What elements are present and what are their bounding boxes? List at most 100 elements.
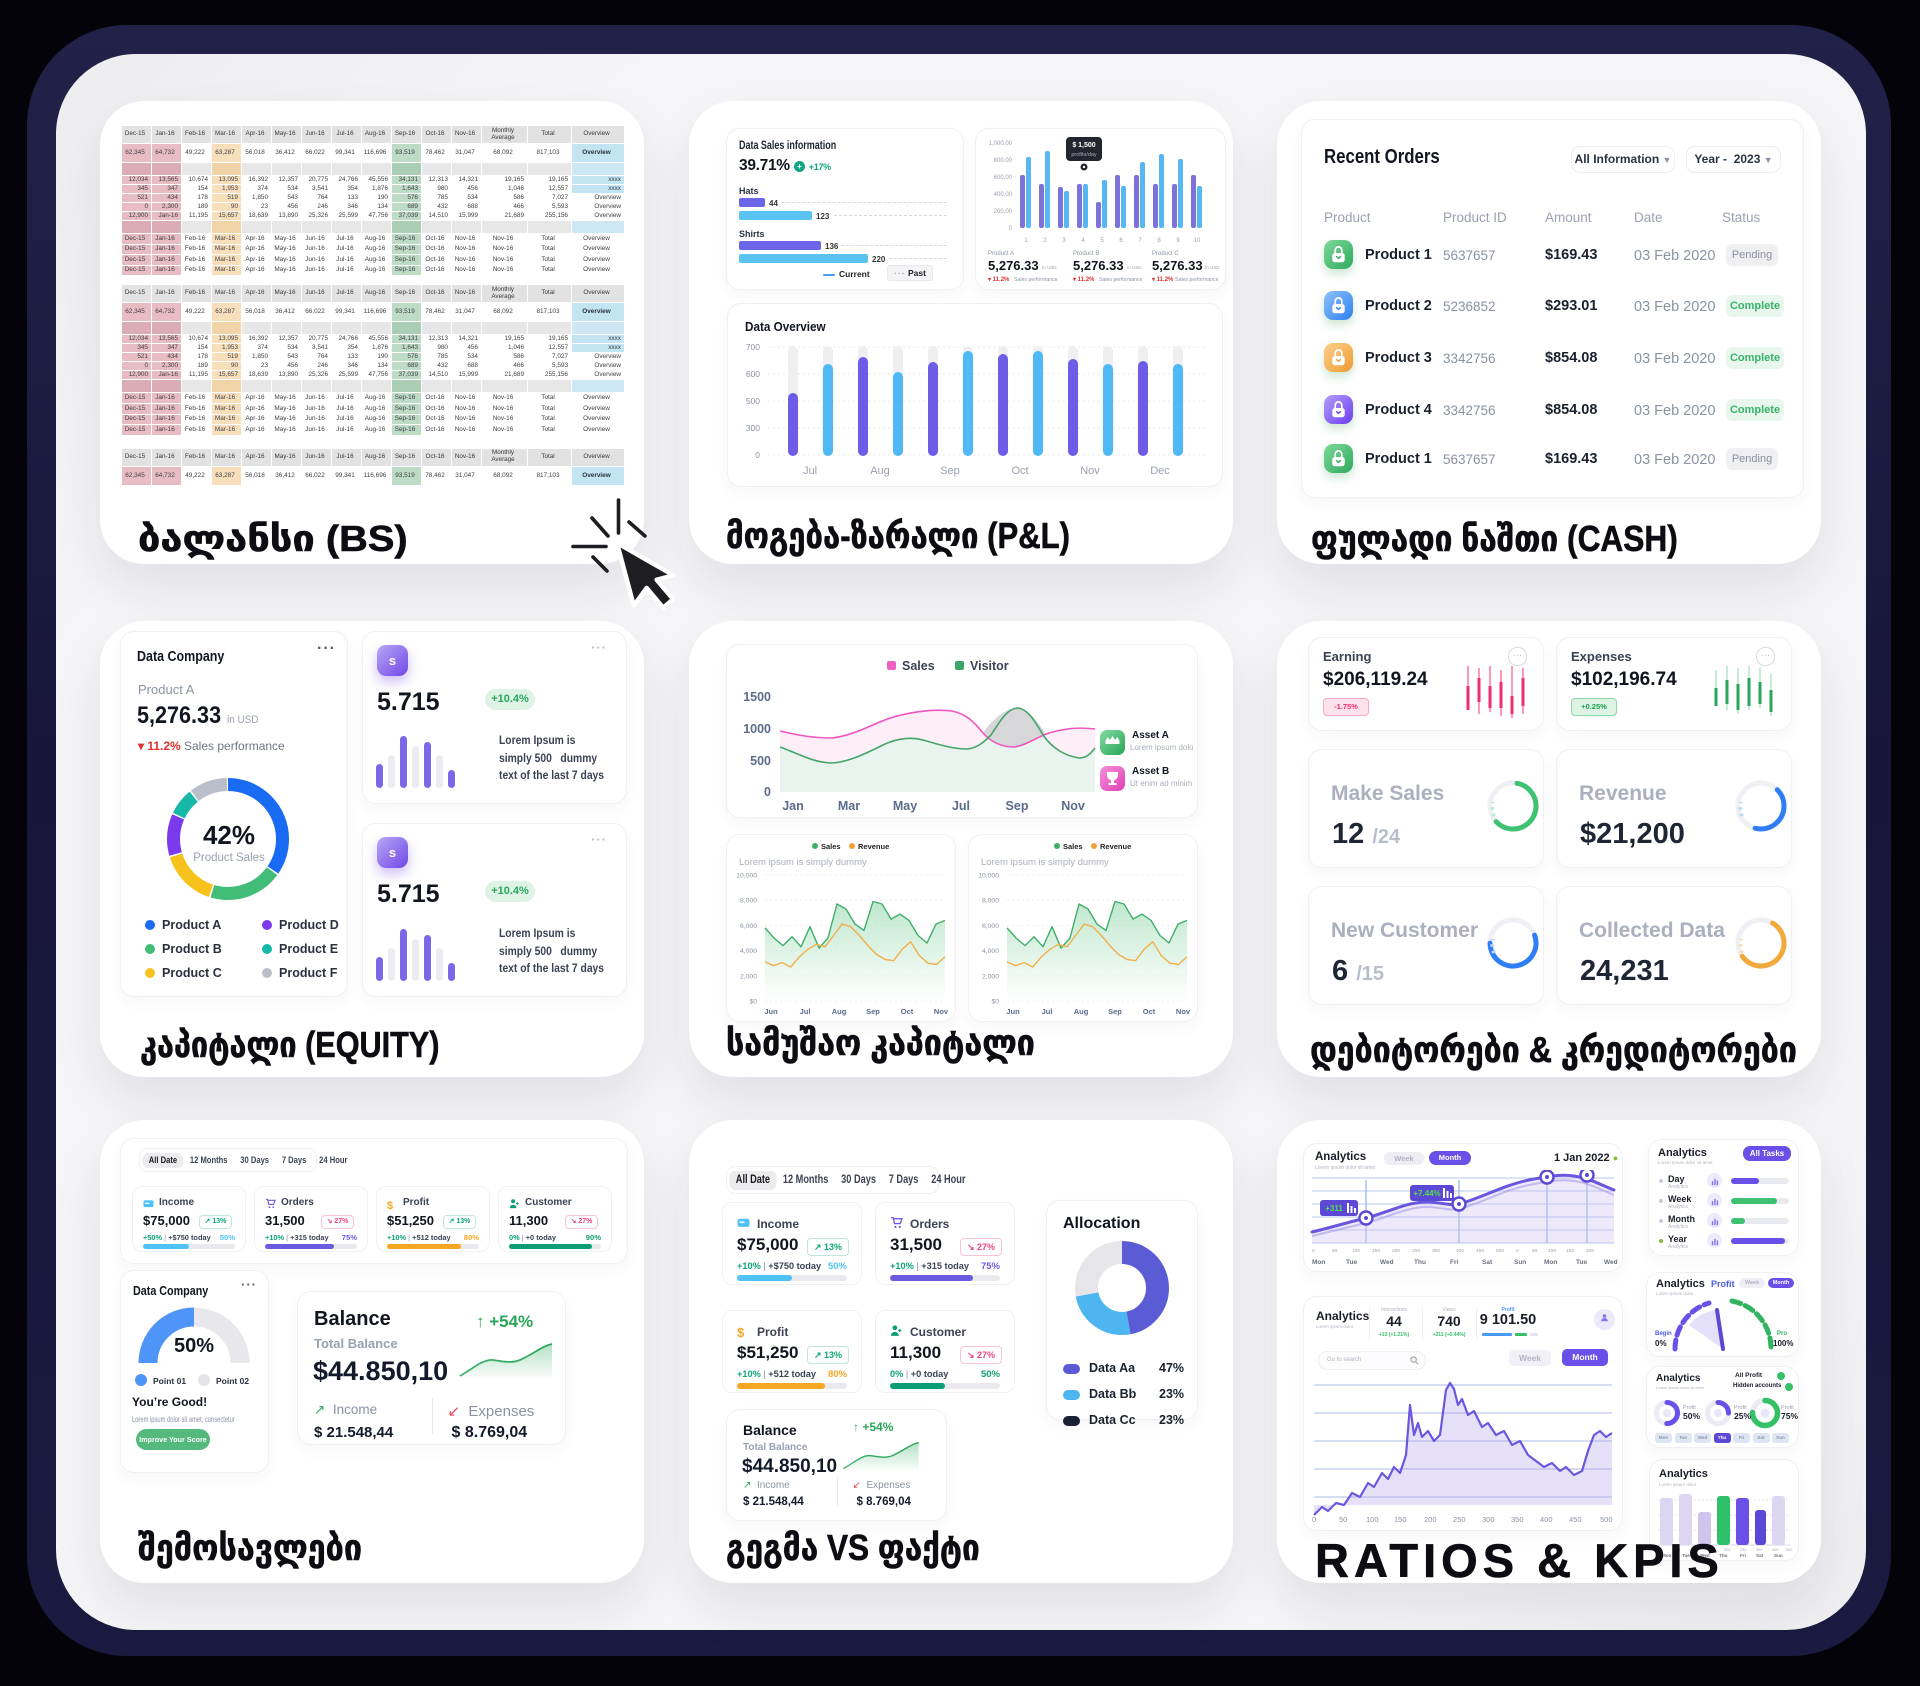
svg-text:2,000: 2,000 [740, 973, 757, 980]
svg-text:500: 500 [1600, 1515, 1613, 1524]
svg-text:10,000: 10,000 [736, 873, 757, 880]
svg-text:300: 300 [1756, 1548, 1762, 1552]
svg-text:Nov: Nov [1061, 799, 1085, 813]
svg-text:5,276.33: 5,276.33 [1073, 258, 1124, 273]
svg-text:150: 150 [1372, 1248, 1380, 1254]
svg-text:profits/day: profits/day [1071, 152, 1097, 158]
svg-text:Mar: Mar [838, 799, 860, 813]
svg-text:Fri: Fri [1450, 1259, 1459, 1266]
svg-text:10: 10 [1194, 238, 1201, 244]
svg-text:Tue: Tue [1346, 1259, 1357, 1266]
svg-text:1: 1 [1024, 238, 1028, 244]
svg-text:4: 4 [1081, 238, 1085, 244]
svg-text:50: 50 [1676, 1548, 1680, 1552]
svg-text:Thu: Thu [1719, 1553, 1728, 1558]
svg-text:Sat: Sat [1756, 1553, 1764, 1558]
svg-text:Ut enim ad minim: Ut enim ad minim [1130, 779, 1193, 788]
svg-text:$0: $0 [991, 999, 999, 1006]
svg-text:Fri: Fri [1740, 1553, 1746, 1558]
svg-text:Sep: Sep [940, 465, 960, 477]
svg-text:Sun: Sun [1514, 1259, 1526, 1266]
svg-text:50: 50 [1332, 1248, 1338, 1254]
svg-text:Wed: Wed [1604, 1259, 1618, 1266]
svg-text:150: 150 [1566, 1248, 1574, 1254]
svg-text:$ 1,500: $ 1,500 [1072, 142, 1095, 149]
svg-text:6,000: 6,000 [740, 923, 757, 930]
svg-text:Product A: Product A [988, 251, 1014, 257]
svg-text:4,000: 4,000 [740, 948, 757, 955]
svg-text:In USD: In USD [1127, 265, 1142, 270]
svg-text:150: 150 [1394, 1515, 1407, 1524]
svg-text:In USD: In USD [1205, 265, 1220, 270]
svg-text:Revenue: Revenue [858, 842, 889, 851]
svg-text:Wed: Wed [1380, 1259, 1394, 1266]
svg-text:300: 300 [1482, 1515, 1495, 1524]
svg-text:100: 100 [1352, 1248, 1360, 1254]
svg-text:0: 0 [1009, 226, 1013, 232]
svg-text:Sep: Sep [866, 1007, 880, 1016]
svg-text:Mon: Mon [1662, 1553, 1672, 1558]
svg-text:6,000: 6,000 [982, 923, 999, 930]
svg-text:0: 0 [1516, 1248, 1519, 1254]
svg-text:Oct: Oct [1011, 465, 1028, 477]
svg-text:200.00: 200.00 [994, 209, 1013, 215]
svg-text:8,000: 8,000 [740, 898, 757, 905]
svg-text:Sales performance: Sales performance [1175, 277, 1219, 283]
svg-text:Sep: Sep [1006, 799, 1029, 813]
svg-text:Jul: Jul [800, 1007, 811, 1016]
svg-text:50%: 50% [1683, 1411, 1700, 1421]
svg-text:Jan: Jan [782, 799, 804, 813]
svg-text:0: 0 [1312, 1248, 1315, 1254]
svg-text:Aug: Aug [1074, 1007, 1089, 1016]
svg-text:300: 300 [746, 423, 760, 433]
svg-text:Thu: Thu [1414, 1259, 1426, 1266]
svg-text:250: 250 [1412, 1248, 1420, 1254]
svg-text:100: 100 [1692, 1548, 1698, 1552]
svg-text:Oct: Oct [1143, 1007, 1156, 1016]
svg-text:0: 0 [755, 450, 760, 460]
svg-text:400.00: 400.00 [994, 192, 1013, 198]
svg-text:800.00: 800.00 [994, 158, 1013, 164]
svg-text:Profit: Profit [1781, 1405, 1794, 1411]
svg-text:1000: 1000 [743, 722, 771, 736]
svg-text:Jun: Jun [1006, 1007, 1020, 1016]
svg-text:Sun: Sun [1774, 1553, 1783, 1558]
svg-text:450: 450 [1569, 1515, 1582, 1524]
svg-text:Sep: Sep [1108, 1007, 1122, 1016]
svg-text:10,000: 10,000 [978, 873, 999, 880]
svg-text:2: 2 [1043, 238, 1047, 244]
svg-text:Jul: Jul [952, 799, 970, 813]
svg-text:400: 400 [1456, 1248, 1464, 1254]
svg-text:Lorem ipsum is simply dummy: Lorem ipsum is simply dummy [981, 857, 1109, 868]
svg-text:Jul: Jul [803, 465, 817, 477]
svg-text:300: 300 [1432, 1248, 1440, 1254]
svg-text:Mon: Mon [1544, 1259, 1557, 1266]
svg-text:Nov: Nov [1176, 1007, 1191, 1016]
svg-text:400: 400 [1772, 1548, 1778, 1552]
svg-text:8: 8 [1157, 238, 1161, 244]
svg-text:$0: $0 [749, 999, 757, 1006]
svg-text:Sales performance: Sales performance [1099, 277, 1143, 283]
svg-text:9: 9 [1176, 238, 1180, 244]
svg-text:450: 450 [1476, 1248, 1484, 1254]
svg-text:100: 100 [1366, 1515, 1379, 1524]
svg-text:0: 0 [1312, 1515, 1316, 1524]
svg-text:▾ 11.2%: ▾ 11.2% [987, 277, 1010, 283]
svg-text:25%: 25% [1734, 1411, 1751, 1421]
svg-text:7: 7 [1138, 238, 1142, 244]
svg-text:Lorem ipsum dolo: Lorem ipsum dolo [1130, 743, 1194, 752]
svg-text:▾ 11.2%: ▾ 11.2% [1072, 277, 1095, 283]
svg-text:Jul: Jul [1042, 1007, 1053, 1016]
svg-text:▾ 11.2%: ▾ 11.2% [1151, 277, 1174, 283]
svg-text:500: 500 [750, 754, 771, 768]
svg-text:Sales: Sales [821, 842, 841, 851]
svg-text:Product C: Product C [1152, 251, 1179, 257]
svg-text:Visitor: Visitor [970, 659, 1009, 673]
svg-text:500: 500 [746, 396, 760, 406]
svg-text:Product B: Product B [1073, 251, 1099, 257]
svg-text:600: 600 [746, 369, 760, 379]
svg-text:+311: +311 [1325, 1204, 1343, 1213]
svg-text:Profit: Profit [1683, 1405, 1696, 1411]
svg-text:350: 350 [1511, 1515, 1524, 1524]
svg-text:600.00: 600.00 [994, 175, 1013, 181]
